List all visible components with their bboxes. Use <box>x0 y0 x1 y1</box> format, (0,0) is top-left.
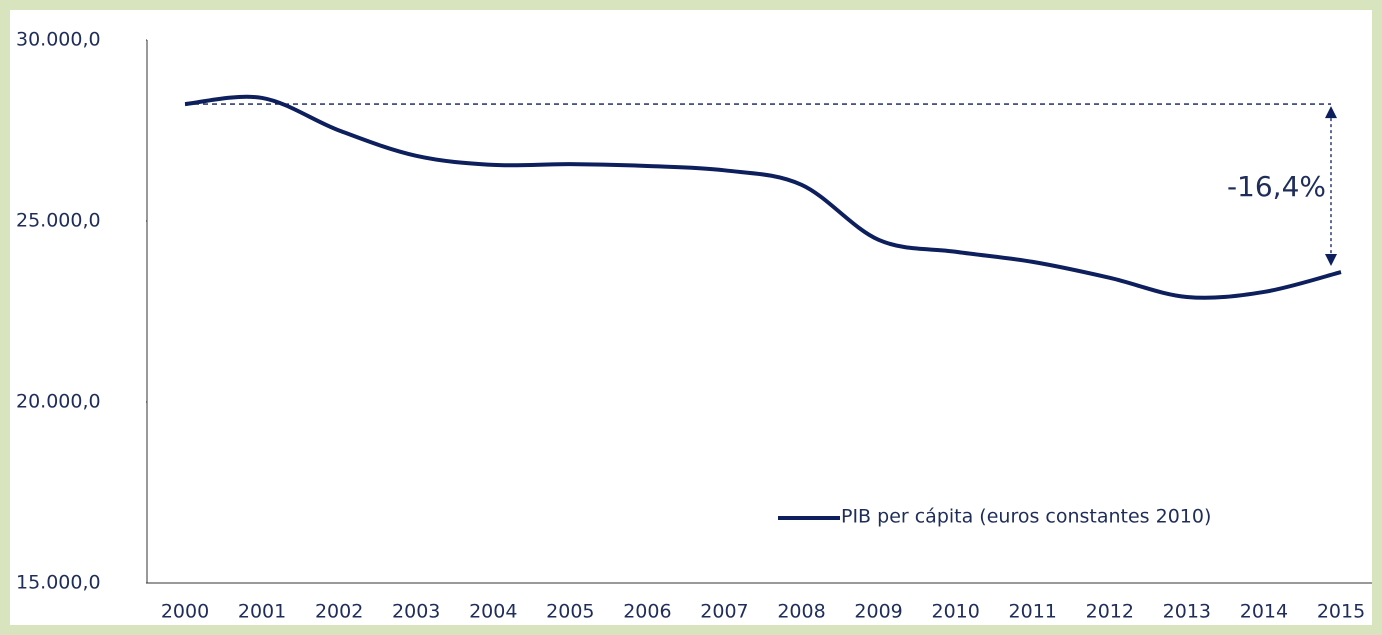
x-tick-label: 2000 <box>161 601 209 623</box>
x-tick-label: 2008 <box>777 601 825 623</box>
plot-background <box>10 10 1372 625</box>
x-tick-label: 2012 <box>1086 601 1134 623</box>
x-tick-label: 2011 <box>1009 601 1057 623</box>
arrow-head <box>1325 254 1337 267</box>
y-tick-label: 30.000,0 <box>16 29 101 51</box>
x-tick-label: 2006 <box>623 601 671 623</box>
x-tick-label: 2015 <box>1317 601 1365 623</box>
series-line <box>184 94 1342 300</box>
y-tick-label: 25.000,0 <box>16 210 101 232</box>
y-tick-label: 15.000,0 <box>16 572 101 594</box>
x-tick-label: 2001 <box>238 601 286 623</box>
annotation: -16,4% <box>1227 170 1326 203</box>
x-tick-label: 2013 <box>1163 601 1211 623</box>
x-tick-label: 2010 <box>931 601 979 623</box>
x-tick-label: 2005 <box>546 601 594 623</box>
x-tick-label: 2002 <box>315 601 363 623</box>
x-tick-label: 2003 <box>392 601 440 623</box>
arrow-head <box>1325 106 1337 119</box>
x-tick-label: 2004 <box>469 601 517 623</box>
x-tick-label: 2014 <box>1240 601 1288 623</box>
x-tick-label: 2009 <box>854 601 902 623</box>
y-tick-label: 20.000,0 <box>16 391 101 413</box>
legend-label: PIB per cápita (euros constantes 2010) <box>841 506 1211 528</box>
x-tick-label: 2007 <box>700 601 748 623</box>
